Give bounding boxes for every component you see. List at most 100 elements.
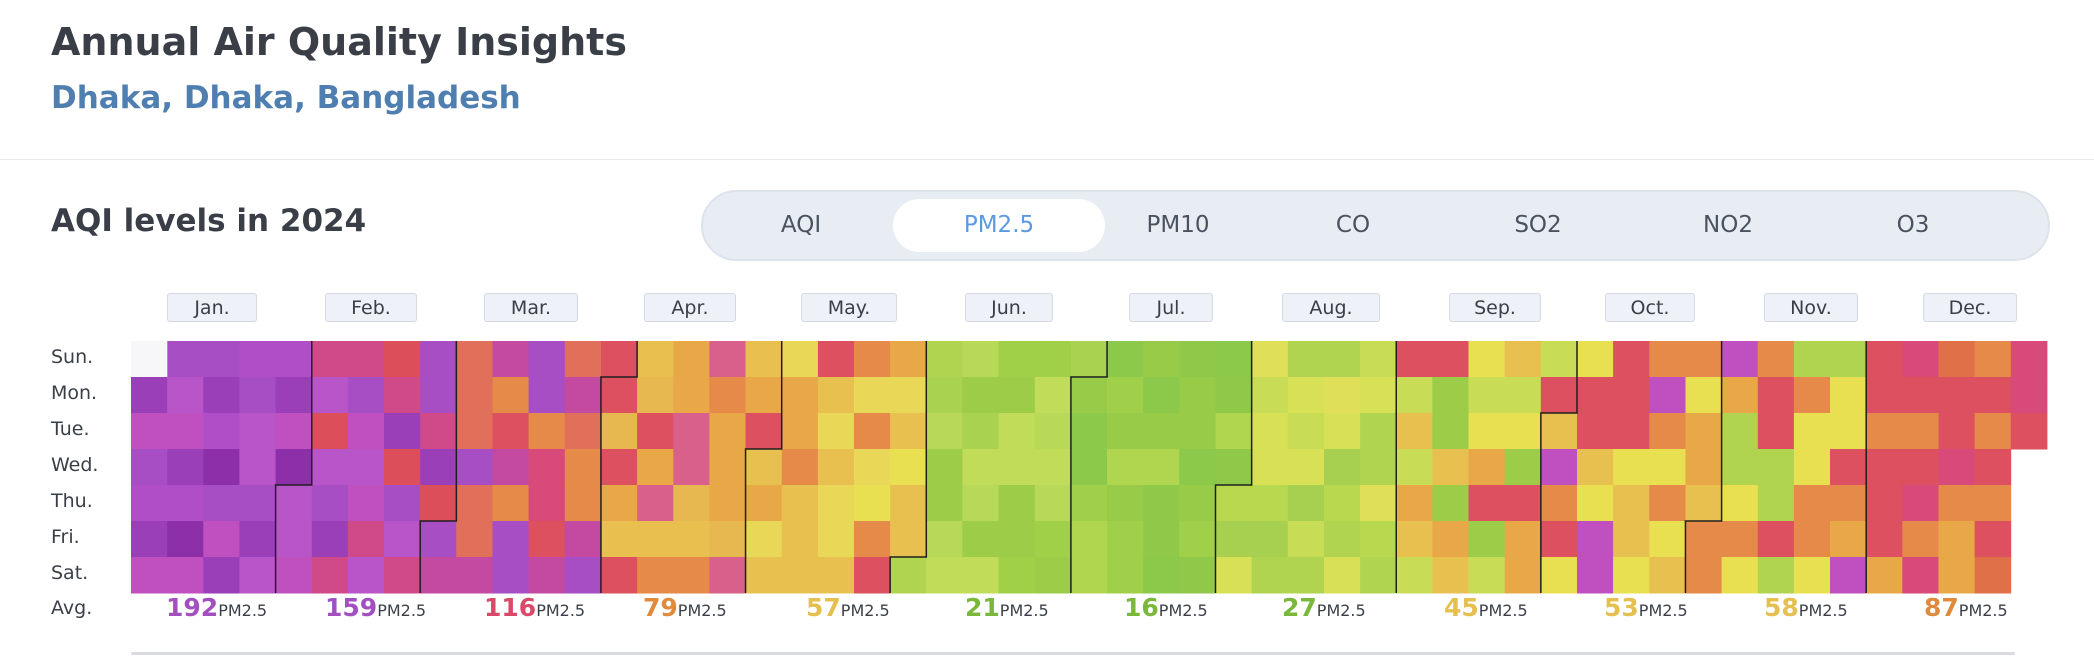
heatmap-day-cell[interactable] [1215,521,1253,558]
heatmap-day-cell[interactable] [962,485,999,522]
heatmap-day-cell[interactable] [1070,341,1108,378]
heatmap-day-cell[interactable] [1613,485,1650,522]
heatmap-day-cell[interactable] [673,521,710,558]
heatmap-day-cell[interactable] [962,377,999,414]
heatmap-day-cell[interactable] [1613,557,1650,594]
heatmap-day-cell[interactable] [673,557,710,594]
tab-aqi[interactable]: AQI [780,212,822,238]
heatmap-day-cell[interactable] [1468,377,1506,414]
heatmap-day-cell[interactable] [1143,485,1180,522]
heatmap-day-cell[interactable] [275,485,313,522]
heatmap-day-cell[interactable] [962,521,999,558]
heatmap-day-cell[interactable] [347,485,385,522]
heatmap-day-cell[interactable] [601,341,638,378]
heatmap-day-cell[interactable] [1757,341,1795,378]
heatmap-day-cell[interactable] [1107,557,1144,594]
heatmap-day-cell[interactable] [203,521,240,558]
heatmap-day-cell[interactable] [709,413,746,450]
heatmap-day-cell[interactable] [1034,413,1072,450]
heatmap-day-cell[interactable] [817,449,855,486]
heatmap-day-cell[interactable] [1938,521,1976,558]
heatmap-day-cell[interactable] [1866,557,1903,594]
heatmap-day-cell[interactable] [2010,377,2048,414]
heatmap-day-cell[interactable] [564,377,602,414]
heatmap-day-cell[interactable] [1685,521,1723,558]
heatmap-day-cell[interactable] [781,413,819,450]
heatmap-day-cell[interactable] [1721,413,1759,450]
heatmap-day-cell[interactable] [1143,377,1180,414]
heatmap-day-cell[interactable] [347,521,385,558]
heatmap-day-cell[interactable] [673,341,710,378]
heatmap-day-cell[interactable] [1215,557,1253,594]
heatmap-day-cell[interactable] [456,413,493,450]
heatmap-day-cell[interactable] [1938,557,1976,594]
heatmap-day-cell[interactable] [1685,449,1723,486]
heatmap-day-cell[interactable] [1107,485,1144,522]
heatmap-day-cell[interactable] [311,413,349,450]
heatmap-day-cell[interactable] [420,521,457,558]
heatmap-day-cell[interactable] [347,449,385,486]
heatmap-day-cell[interactable] [1902,377,1939,414]
heatmap-day-cell[interactable] [709,377,746,414]
heatmap-day-cell[interactable] [456,521,493,558]
heatmap-day-cell[interactable] [1974,485,2012,522]
heatmap-day-cell[interactable] [1721,377,1759,414]
heatmap-day-cell[interactable] [1938,377,1976,414]
heatmap-day-cell[interactable] [1793,557,1831,594]
heatmap-day-cell[interactable] [781,341,819,378]
heatmap-day-cell[interactable] [998,449,1036,486]
heatmap-day-cell[interactable] [1902,341,1939,378]
heatmap-day-cell[interactable] [239,485,276,522]
heatmap-day-cell[interactable] [167,485,204,522]
heatmap-day-cell[interactable] [1685,413,1723,450]
heatmap-day-cell[interactable] [1504,413,1542,450]
heatmap-day-cell[interactable] [564,521,602,558]
heatmap-day-cell[interactable] [1649,341,1686,378]
heatmap-day-cell[interactable] [998,521,1036,558]
heatmap-day-cell[interactable] [492,377,530,414]
heatmap-day-cell[interactable] [817,521,855,558]
heatmap-day-cell[interactable] [1287,449,1325,486]
heatmap-day-cell[interactable] [2010,341,2048,378]
heatmap-day-cell[interactable] [817,377,855,414]
heatmap-day-cell[interactable] [1504,557,1542,594]
heatmap-day-cell[interactable] [673,377,710,414]
heatmap-day-cell[interactable] [1649,557,1686,594]
heatmap-day-cell[interactable] [456,341,493,378]
heatmap-day-cell[interactable] [1757,449,1795,486]
heatmap-day-cell[interactable] [926,341,963,378]
heatmap-day-cell[interactable] [1432,341,1469,378]
heatmap-day-cell[interactable] [637,341,674,378]
heatmap-day-cell[interactable] [1830,377,1867,414]
heatmap-day-cell[interactable] [998,557,1036,594]
heatmap-day-cell[interactable] [854,449,891,486]
heatmap-day-cell[interactable] [1070,377,1108,414]
heatmap-day-cell[interactable] [781,485,819,522]
heatmap-day-cell[interactable] [1287,341,1325,378]
heatmap-day-cell[interactable] [1396,521,1433,558]
heatmap-day-cell[interactable] [890,341,927,378]
heatmap-day-cell[interactable] [131,557,168,594]
heatmap-day-cell[interactable] [1793,449,1831,486]
heatmap-day-cell[interactable] [890,521,927,558]
heatmap-day-cell[interactable] [1396,377,1433,414]
heatmap-day-cell[interactable] [1360,449,1397,486]
tab-o3[interactable]: O3 [1896,212,1930,238]
heatmap-day-cell[interactable] [311,521,349,558]
heatmap-day-cell[interactable] [637,449,674,486]
heatmap-day-cell[interactable] [528,341,566,378]
heatmap-day-cell[interactable] [384,485,421,522]
heatmap-day-cell[interactable] [1793,341,1831,378]
heatmap-day-cell[interactable] [890,485,927,522]
heatmap-day-cell[interactable] [1540,449,1578,486]
heatmap-day-cell[interactable] [131,377,168,414]
heatmap-day-cell[interactable] [745,557,783,594]
heatmap-day-cell[interactable] [1540,377,1578,414]
heatmap-day-cell[interactable] [1070,449,1108,486]
heatmap-day-cell[interactable] [1360,413,1397,450]
heatmap-day-cell[interactable] [601,485,638,522]
heatmap-day-cell[interactable] [781,377,819,414]
heatmap-day-cell[interactable] [1577,485,1614,522]
heatmap-day-cell[interactable] [1793,413,1831,450]
heatmap-day-cell[interactable] [1866,521,1903,558]
